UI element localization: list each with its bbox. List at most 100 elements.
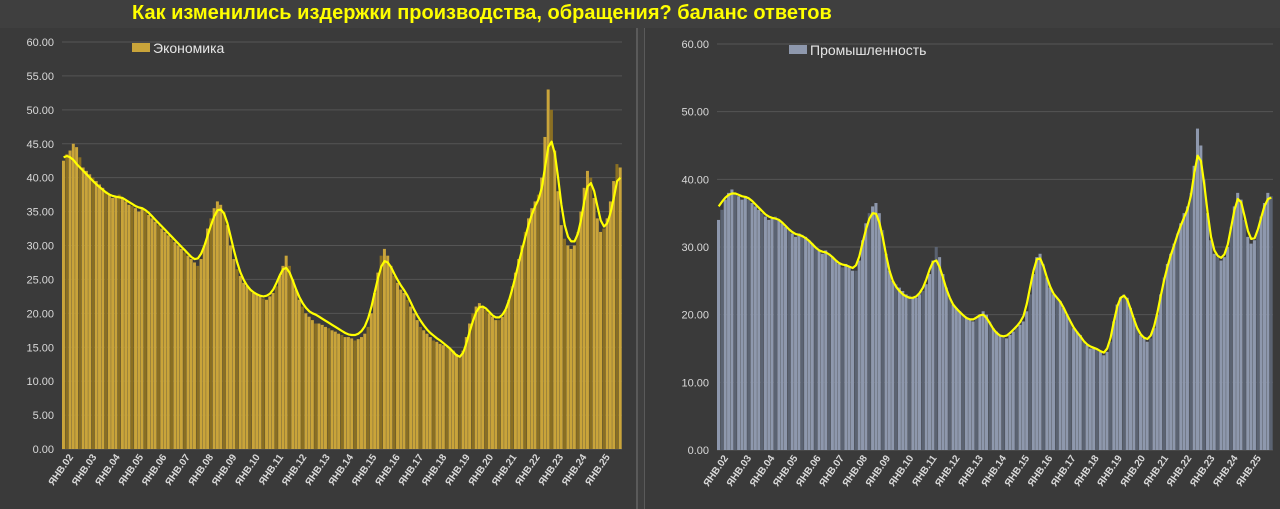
bar [941,274,945,450]
bar [770,218,774,450]
bar [75,147,79,449]
bar [1088,348,1092,450]
bar [166,235,170,449]
bar [287,265,291,449]
bar [978,314,982,450]
bar [871,206,875,450]
bar [242,282,246,449]
bar [369,313,373,449]
bar [750,203,754,450]
bar [563,238,567,449]
bar [991,328,995,450]
bar [867,213,871,450]
bar [1068,321,1072,450]
bar [428,337,432,449]
bar [170,238,174,449]
bar [409,306,413,449]
bar [1149,338,1153,450]
bar [176,245,180,449]
bar [1072,328,1076,450]
bar [212,208,216,449]
bar [1269,196,1273,450]
bar [425,333,429,449]
bar [543,136,547,449]
bar [373,292,377,449]
bar [88,174,92,449]
bar [1232,206,1236,450]
bar [595,218,599,449]
bar [464,337,468,449]
bar [723,199,727,450]
bar [474,306,478,449]
bar [760,213,764,450]
bar [753,206,757,450]
bar [366,326,370,449]
chart-industry: 0.0010.0020.0030.0040.0050.0060.00ЯНВ.02… [681,39,1273,489]
bar [62,160,65,450]
bar [1045,277,1049,450]
bar [599,231,603,449]
bar [1249,243,1253,450]
bar [884,253,888,450]
bar [84,170,88,449]
bar [727,192,731,450]
bar [783,226,788,450]
bar [1172,243,1176,450]
bar [1018,324,1022,450]
bar [572,245,576,449]
bar [1252,240,1256,450]
bar [127,204,131,449]
bar [360,337,363,449]
bar [454,354,458,449]
bar [215,201,219,449]
bar [1031,274,1035,450]
bar [143,211,147,449]
bar [608,201,612,449]
bar [307,316,311,449]
bar [1102,355,1106,450]
bar [98,184,101,449]
bar [954,307,958,450]
bar [117,194,121,449]
bar [281,265,285,449]
bar [310,320,314,449]
bar [773,216,777,450]
bar [1021,321,1025,450]
bar [911,297,915,450]
bar [1239,199,1243,450]
bar [333,331,337,449]
bar [402,292,406,449]
bar [229,245,232,449]
bar [533,201,537,449]
bar [964,318,968,450]
bar [1229,226,1233,450]
bar [251,292,255,449]
bar [422,330,426,449]
bar [740,199,744,450]
y-tick-label: 30.00 [26,241,54,253]
bar [114,196,118,449]
bar [399,289,403,449]
bar [153,221,157,449]
bar [1085,345,1089,450]
bar [553,150,557,449]
bar [1139,334,1143,450]
bar [540,177,544,449]
bar [232,259,236,449]
bar [1005,338,1009,450]
bar [615,164,619,449]
bar [844,263,848,450]
bar [261,298,265,449]
bar [186,255,190,449]
bar [1165,263,1169,450]
bar [291,279,295,449]
bar [861,240,865,450]
bar [343,337,347,449]
bar [602,228,606,449]
bar [494,320,498,449]
bar [68,150,72,449]
bar [1038,253,1042,450]
bar [934,247,938,450]
trend-line [717,154,1272,354]
bar [1028,294,1032,450]
